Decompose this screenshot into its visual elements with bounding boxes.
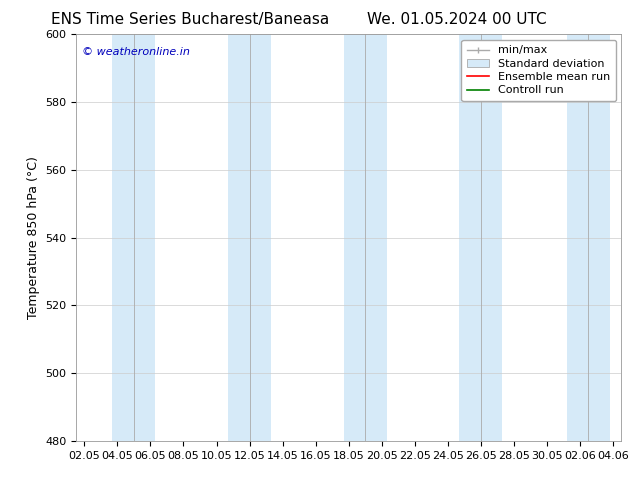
Text: ENS Time Series Bucharest/Baneasa: ENS Time Series Bucharest/Baneasa — [51, 12, 329, 27]
Bar — [460, 34, 502, 441]
Bar — [112, 34, 155, 441]
Text: We. 01.05.2024 00 UTC: We. 01.05.2024 00 UTC — [366, 12, 547, 27]
Bar — [567, 34, 610, 441]
Bar — [344, 34, 387, 441]
Y-axis label: Temperature 850 hPa (°C): Temperature 850 hPa (°C) — [27, 156, 39, 319]
Text: © weatheronline.in: © weatheronline.in — [82, 47, 190, 56]
Bar — [228, 34, 271, 441]
Legend: min/max, Standard deviation, Ensemble mean run, Controll run: min/max, Standard deviation, Ensemble me… — [462, 40, 616, 101]
